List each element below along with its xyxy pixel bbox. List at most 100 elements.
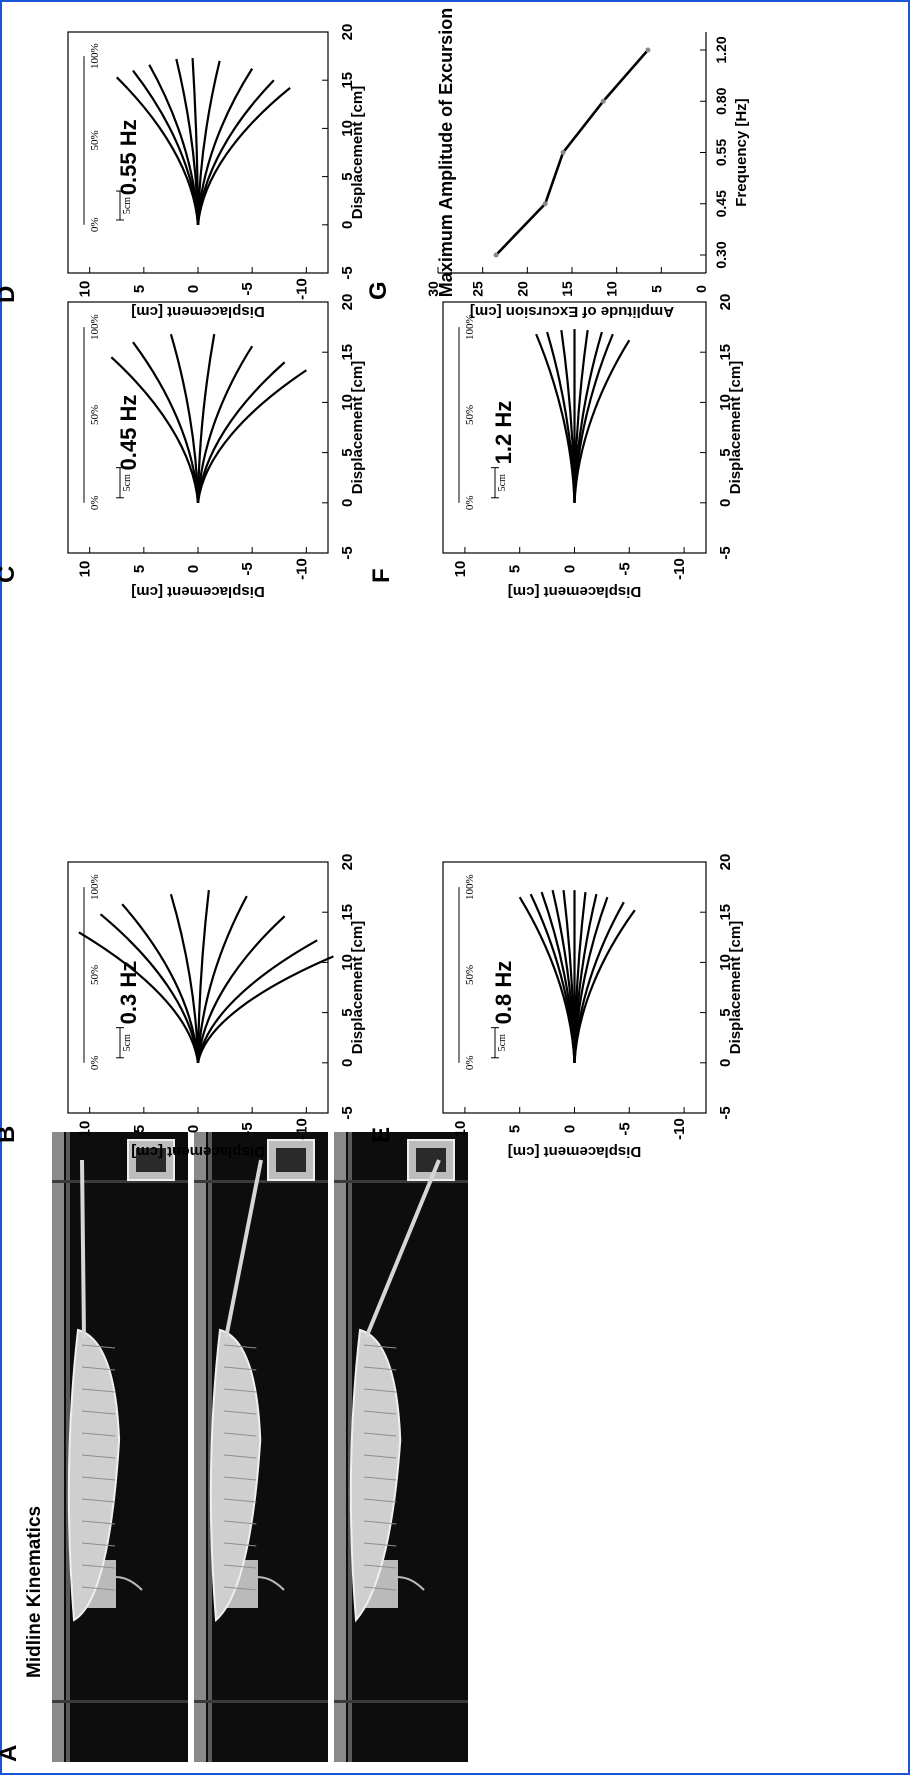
fin-ray — [223, 1520, 257, 1525]
x-axis-label: Displacement [cm] — [727, 921, 744, 1054]
x-tick-label: -5 — [339, 266, 356, 279]
midline-trace — [148, 64, 200, 225]
y-tick-label: 10 — [77, 1121, 94, 1138]
fin-ray — [223, 1388, 257, 1393]
photo-frame — [194, 1132, 328, 1762]
data-point — [560, 150, 566, 155]
y-axis-label: Amplitude of Excursion [cm] — [470, 303, 674, 320]
floor-rail-shadow — [348, 1132, 352, 1762]
x-tick-label: 10 — [339, 394, 356, 411]
y-axis-label: Displacement [cm] — [131, 583, 264, 600]
y-tick-label: -10 — [293, 1118, 310, 1140]
scale-bar-label: 5cm — [122, 474, 133, 491]
tail-rod — [364, 1159, 441, 1339]
scale-bar-label: 5cm — [497, 1034, 508, 1051]
percent-label: 100% — [464, 874, 476, 900]
axis-box — [67, 301, 329, 554]
x-tick-label: 15 — [339, 72, 356, 89]
midline-trace — [121, 903, 200, 1063]
x-tick-label: -5 — [717, 1106, 734, 1119]
tail-rod — [224, 1159, 263, 1339]
x-tick-label: 20 — [339, 294, 356, 311]
percent-label: 100% — [464, 314, 476, 340]
y-tick-label: -5 — [239, 282, 256, 295]
fin-ray — [223, 1432, 257, 1437]
fin-ray — [223, 1410, 257, 1415]
x-tick-label: 0.30 — [713, 241, 729, 268]
midline-trace — [132, 69, 200, 225]
midline-trace — [196, 345, 254, 503]
x-tick-label: 5 — [717, 1008, 734, 1016]
y-axis-label: Displacement [cm] — [131, 1143, 264, 1160]
fin-ray — [363, 1366, 397, 1371]
photo-frame — [334, 1132, 468, 1762]
percent-label: 100% — [89, 314, 101, 340]
midline-trace — [169, 333, 200, 503]
midline-trace — [196, 889, 210, 1063]
y-tick-label: 20 — [514, 281, 530, 297]
x-tick-label: 15 — [339, 344, 356, 361]
amplitude-line — [495, 49, 649, 256]
floor-rail — [52, 1132, 64, 1762]
fin-ray — [223, 1586, 257, 1591]
percent-label: 50% — [464, 405, 476, 425]
x-tick-label: 0 — [339, 221, 356, 229]
fin-ray — [81, 1520, 116, 1525]
x-tick-label: 15 — [717, 904, 734, 921]
data-point — [542, 201, 548, 207]
x-tick-label: -5 — [717, 546, 734, 559]
frame-bar — [334, 1700, 468, 1703]
fin-ray — [81, 1410, 116, 1415]
x-tick-label: 10 — [717, 954, 734, 971]
y-tick-label: 5 — [131, 565, 148, 573]
fin-ray — [363, 1454, 397, 1459]
midline-trace — [196, 895, 248, 1063]
percent-label: 0% — [89, 1055, 101, 1070]
scale-bar-label: 5cm — [122, 197, 133, 214]
panel-label-d: D — [0, 286, 20, 303]
x-tick-label: 5 — [339, 1008, 356, 1016]
tail-rod — [80, 1159, 86, 1339]
midline-trace — [573, 339, 631, 503]
midline-trace — [132, 341, 200, 503]
fin-ray — [223, 1366, 257, 1371]
x-tick-label: 20 — [339, 854, 356, 871]
x-tick-label: 5 — [339, 172, 356, 180]
y-tick-label: -10 — [671, 558, 688, 580]
fin-ray — [81, 1564, 116, 1569]
panel-frequency-title: 1.2 Hz — [491, 401, 516, 465]
fin-ray — [363, 1476, 397, 1481]
x-tick-label: 0.55 — [713, 139, 729, 166]
amplitude-chart: 0.30 0.45 0.55 0.80 1.20 Frequency [Hz] 0 5 10 15… — [365, 8, 750, 320]
axis-box — [67, 31, 329, 274]
fin-ray — [363, 1344, 397, 1349]
y-tick-label: 5 — [648, 285, 664, 293]
fin-ray — [223, 1476, 257, 1481]
x-axis-label: Displacement [cm] — [727, 361, 744, 494]
floor-rail — [334, 1132, 346, 1762]
y-tick-label: -10 — [671, 1118, 688, 1140]
y-tick-label: -5 — [239, 1122, 256, 1135]
floor-rail-shadow — [66, 1132, 70, 1762]
y-tick-label: 0 — [693, 285, 709, 293]
panel-frequency-title: 0.55 Hz — [116, 119, 141, 195]
midline-trace — [196, 939, 318, 1063]
midline-trace — [196, 955, 334, 1063]
percent-label: 50% — [89, 405, 101, 425]
y-tick-label: 10 — [77, 281, 94, 298]
y-tick-label: 30 — [425, 281, 441, 297]
fin-ray — [81, 1498, 116, 1503]
midline-trace — [196, 333, 216, 503]
midline-trace — [573, 909, 636, 1063]
data-point — [493, 252, 499, 258]
y-tick-label: 10 — [452, 561, 469, 578]
x-tick-label: 20 — [339, 24, 356, 41]
midline-trace — [169, 893, 200, 1063]
frame-bar — [194, 1180, 328, 1183]
y-tick-label: 0 — [185, 1125, 202, 1133]
percent-label: 50% — [89, 965, 101, 985]
